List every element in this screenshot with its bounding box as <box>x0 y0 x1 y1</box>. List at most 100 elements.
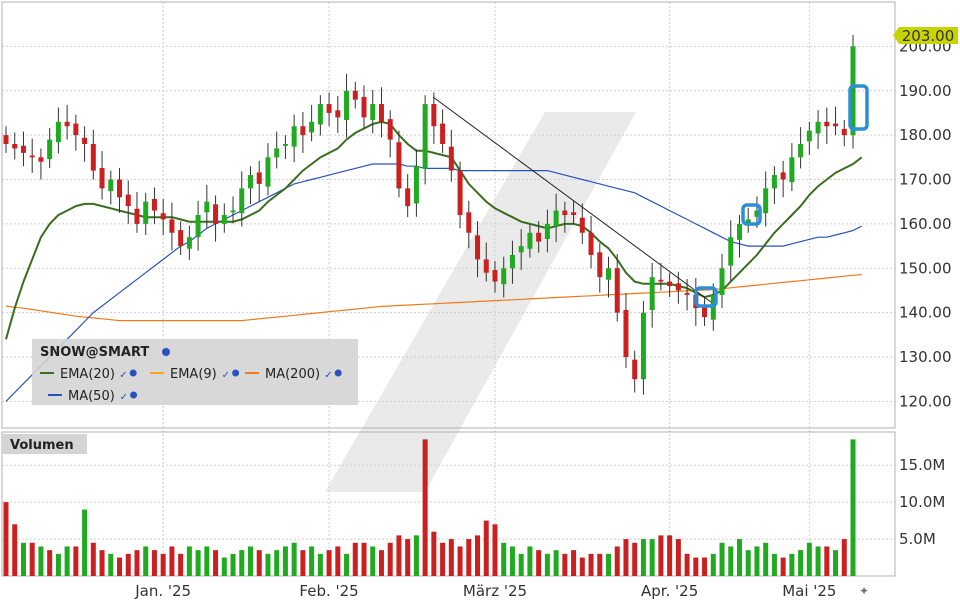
volume-bar <box>326 550 332 576</box>
candle-body <box>501 268 507 285</box>
price-tick-label: 170.00 <box>899 171 952 189</box>
volume-bar <box>562 553 568 576</box>
moving-average-lines <box>5 120 863 402</box>
date-axis-labels: Jan. '25 Feb. '25 März '25 Apr. '25 Mai '25 <box>134 582 836 600</box>
volume-bar <box>370 546 376 576</box>
highlight-box-gap[interactable] <box>741 203 762 226</box>
candle-body <box>492 270 498 282</box>
legend-box[interactable]: SNOW@SMART EMA(20) ✓ EMA(9) ✓ MA(200) ✓ MA(50)… <box>32 339 358 405</box>
candle-body <box>143 201 149 224</box>
volume-bar <box>798 550 804 576</box>
candle-body <box>55 121 61 143</box>
candle-body <box>38 157 44 162</box>
volume-bar <box>230 553 236 576</box>
candle-body <box>544 223 550 239</box>
volume-bar <box>12 524 18 576</box>
volume-bar <box>702 557 708 576</box>
candle-body <box>422 104 428 169</box>
highlight-box-breakout[interactable] <box>694 286 718 308</box>
candle-body <box>483 259 489 273</box>
volume-bar <box>413 535 419 576</box>
volume-bar <box>553 550 559 576</box>
volume-bar <box>405 539 411 576</box>
legend-visible-check-icon[interactable]: ✓ <box>120 392 128 403</box>
legend-settings-icon[interactable] <box>130 391 138 399</box>
symbol-settings-icon[interactable] <box>162 348 170 356</box>
volume-bar <box>265 553 271 576</box>
volume-bar <box>160 553 166 576</box>
volume-bar <box>108 553 114 576</box>
highlight-box-upper-gap[interactable] <box>848 84 869 131</box>
volume-bar <box>745 550 751 576</box>
volume-bar <box>841 539 847 576</box>
legend-label: EMA(20) <box>60 367 115 382</box>
volume-bar <box>640 539 646 576</box>
date-tick-label: März '25 <box>463 582 527 600</box>
legend-settings-icon[interactable] <box>129 369 137 377</box>
candle-body <box>771 175 777 189</box>
volume-bar <box>195 550 201 576</box>
volume-bar <box>221 557 227 576</box>
candle-body <box>29 155 35 158</box>
legend-visible-check-icon[interactable]: ✓ <box>324 370 332 381</box>
candle-body <box>815 121 821 134</box>
candle-body <box>73 123 79 136</box>
candle-body <box>221 215 227 224</box>
candle-body <box>160 213 166 220</box>
candle-body <box>597 252 603 278</box>
candle-body <box>247 175 253 189</box>
legend-label: MA(50) <box>68 389 115 404</box>
date-tick-label: Mai '25 <box>782 582 836 600</box>
candle-body <box>850 46 856 136</box>
volume-bar <box>396 535 402 576</box>
candle-body <box>326 104 332 113</box>
volume-bar <box>387 542 393 576</box>
volume-bar <box>466 539 472 576</box>
candle-body <box>518 246 524 253</box>
candle-body <box>108 179 114 192</box>
candle-body <box>335 110 341 118</box>
volume-bar <box>422 439 428 576</box>
candle-body <box>413 166 419 204</box>
volume-bar <box>151 550 157 576</box>
legend-settings-icon[interactable] <box>232 369 240 377</box>
legend-settings-icon[interactable] <box>334 369 342 377</box>
candle-body <box>614 268 620 313</box>
candle-body <box>282 144 288 146</box>
candle-body <box>396 142 402 189</box>
volume-bar <box>178 553 184 576</box>
candle-body <box>684 293 690 295</box>
legend-visible-check-icon[interactable]: ✓ <box>119 370 127 381</box>
candle-body <box>841 128 847 136</box>
candle-body <box>632 359 638 380</box>
volume-bar <box>614 546 620 576</box>
candle-body <box>352 90 358 100</box>
volume-bar <box>518 553 524 576</box>
candle-body <box>579 217 585 233</box>
candle-body <box>509 254 515 269</box>
candle-body <box>789 157 795 183</box>
volume-bar <box>649 539 655 576</box>
candle-body <box>3 135 9 144</box>
volume-bar <box>457 546 463 576</box>
candle-body <box>440 123 446 144</box>
candle-body <box>623 309 629 357</box>
candle-body <box>309 121 315 133</box>
ema20-line <box>5 120 863 340</box>
price-tick-label: 180.00 <box>899 126 952 144</box>
volume-bar <box>169 546 175 576</box>
candle-body <box>571 212 577 215</box>
candle-body <box>475 235 481 260</box>
volume-bar <box>431 531 437 576</box>
candle-body <box>291 126 297 147</box>
candle-body <box>405 188 411 207</box>
legend-visible-check-icon[interactable]: ✓ <box>222 370 230 381</box>
volume-bar <box>134 550 140 576</box>
scroll-right-icon[interactable]: ✦ <box>859 584 869 598</box>
candle-body <box>667 281 673 286</box>
volume-bar <box>440 542 446 576</box>
volume-bar <box>344 553 350 576</box>
volume-bar <box>73 546 79 576</box>
candle-body <box>431 104 437 127</box>
